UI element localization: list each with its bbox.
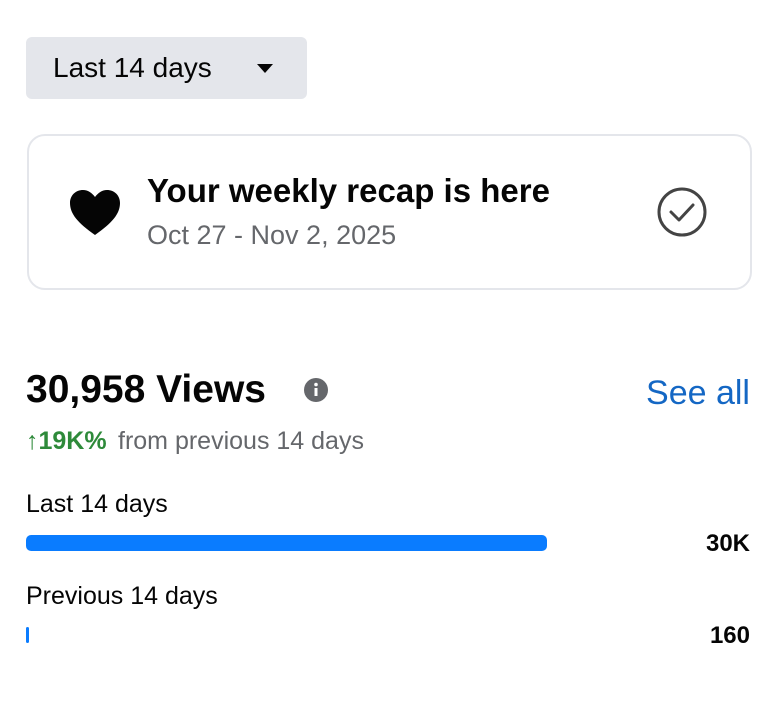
recap-card[interactable] <box>27 134 752 290</box>
bar-label: Last 14 days <box>26 490 168 518</box>
views-title: 30,958 Views <box>26 368 266 411</box>
info-icon[interactable] <box>303 377 329 403</box>
heart-icon <box>70 190 120 235</box>
bar <box>26 535 547 551</box>
value-label: 160 <box>709 622 750 649</box>
filter-label: Last 14 days <box>53 52 212 83</box>
check-icon[interactable] <box>656 186 708 238</box>
date-filter[interactable]: Last 14 days <box>26 37 307 99</box>
see-all-link[interactable]: See all <box>646 374 750 412</box>
value-label: 30K <box>705 530 750 557</box>
caret <box>257 64 273 73</box>
bar <box>26 627 29 643</box>
bar-label: Previous 14 days <box>26 582 218 610</box>
recap-title: Your weekly recap is here <box>147 172 550 209</box>
change-value: ↑19K% <box>26 427 107 455</box>
change-text: from previous 14 days <box>118 427 364 455</box>
recap-date: Oct 27 - Nov 2, 2025 <box>147 220 397 250</box>
